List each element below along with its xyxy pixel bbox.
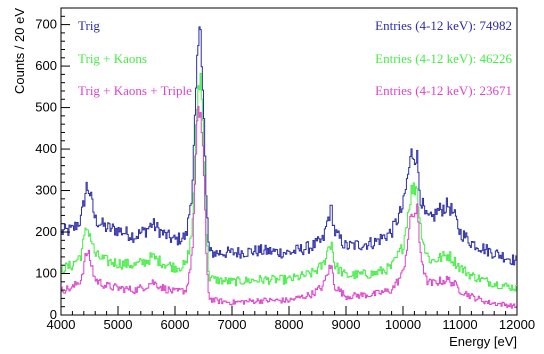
stats-entry: Entries (4-12 keV): 23671 bbox=[375, 83, 512, 98]
x-tick-label: 6000 bbox=[161, 317, 190, 332]
stats-entry: Entries (4-12 keV): 46226 bbox=[375, 51, 512, 66]
y-tick-label: 0 bbox=[50, 307, 57, 322]
y-tick-label: 600 bbox=[35, 58, 57, 73]
x-tick-label: 12000 bbox=[499, 317, 535, 332]
x-tick-label: 10000 bbox=[385, 317, 421, 332]
series-layer bbox=[61, 26, 517, 309]
legend-entry: Trig bbox=[78, 18, 100, 33]
legend-entry: Trig + Kaons bbox=[78, 51, 147, 66]
y-tick-label: 200 bbox=[35, 224, 57, 239]
stats-box: Entries (4-12 keV): 74982 Entries (4-12 k… bbox=[375, 18, 512, 98]
x-tick-label: 9000 bbox=[332, 317, 361, 332]
x-tick-label: 8000 bbox=[275, 317, 304, 332]
series-line-trig bbox=[61, 26, 517, 266]
x-tick-label: 7000 bbox=[218, 317, 247, 332]
stats-entry: Entries (4-12 keV): 74982 bbox=[375, 18, 512, 33]
series-line-trig-kaons bbox=[61, 72, 517, 292]
x-axis-label: Energy [eV] bbox=[449, 334, 517, 349]
y-tick-label: 400 bbox=[35, 141, 57, 156]
y-tick-label: 100 bbox=[35, 266, 57, 281]
y-axis-label: Counts / 20 eV bbox=[12, 8, 27, 94]
y-tick-label: 300 bbox=[35, 183, 57, 198]
legend-entry: Trig + Kaons + Triple bbox=[78, 83, 192, 98]
axes: 4000 5000 6000 7000 8000 9000 10000 11000 12000 0… bbox=[35, 7, 535, 332]
x-tick-label: 5000 bbox=[104, 317, 133, 332]
x-tick-label: 4000 bbox=[47, 317, 76, 332]
y-tick-label: 500 bbox=[35, 100, 57, 115]
legend: Trig Trig + Kaons Trig + Kaons + Triple bbox=[78, 18, 192, 98]
x-tick-label: 11000 bbox=[442, 317, 477, 332]
y-tick-label: 700 bbox=[35, 17, 57, 32]
series-line-trig-kaons-triple bbox=[61, 105, 517, 309]
